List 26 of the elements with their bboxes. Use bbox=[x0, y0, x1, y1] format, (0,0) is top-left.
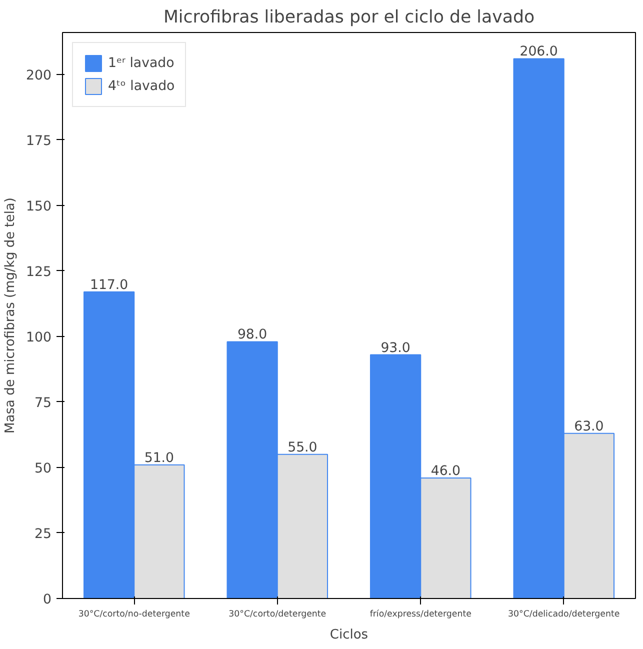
data-label: 51.0 bbox=[144, 450, 174, 466]
data-label: 206.0 bbox=[520, 44, 558, 60]
x-tick-label: 30°C/corto/detergente bbox=[228, 610, 326, 620]
x-tick-label: 30°C/corto/no-detergente bbox=[78, 610, 190, 620]
y-tick-label: 175 bbox=[26, 134, 52, 149]
legend-label: 1ᵉʳ lavado bbox=[108, 56, 174, 70]
data-label: 63.0 bbox=[574, 419, 604, 434]
y-tick-label: 50 bbox=[34, 461, 52, 476]
y-tick-label: 75 bbox=[34, 396, 52, 411]
data-label: 98.0 bbox=[237, 328, 268, 343]
x-tick-label: 30°C/delicado/detergente bbox=[508, 610, 620, 620]
y-tick-label: 125 bbox=[26, 264, 52, 280]
legend-label: 4ᵗᵒ lavado bbox=[108, 78, 175, 94]
data-label: 117.0 bbox=[90, 278, 128, 293]
data-label: 93.0 bbox=[380, 340, 410, 356]
data-label: 46.0 bbox=[430, 464, 461, 479]
y-tick-label: 200 bbox=[26, 68, 52, 84]
x-axis-title: Ciclos bbox=[330, 628, 368, 642]
y-tick-label: 0 bbox=[43, 592, 52, 608]
y-tick-label: 100 bbox=[26, 330, 52, 346]
y-tick-label: 25 bbox=[34, 526, 52, 542]
data-label: 55.0 bbox=[288, 440, 318, 456]
y-axis-title: Masa de microfibras (mg/kg de tela) bbox=[3, 198, 18, 434]
x-tick-label: frío/express/detergente bbox=[370, 610, 472, 620]
y-tick-label: 150 bbox=[26, 199, 52, 214]
chart-title: Microfibras liberadas por el ciclo de lavado bbox=[163, 8, 535, 28]
